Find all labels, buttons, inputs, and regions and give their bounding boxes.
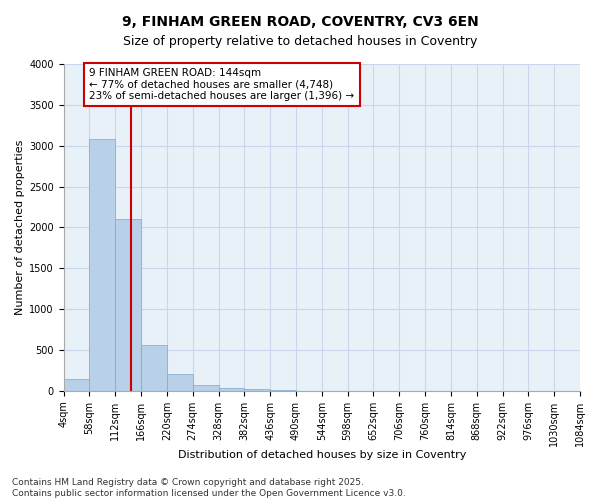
- Bar: [141, 345, 167, 391]
- Bar: [115, 220, 141, 391]
- Text: 9, FINHAM GREEN ROAD, COVENTRY, CV3 6EN: 9, FINHAM GREEN ROAD, COVENTRY, CV3 6EN: [122, 15, 478, 29]
- Bar: [244, 389, 270, 391]
- Y-axis label: Number of detached properties: Number of detached properties: [15, 140, 25, 315]
- Text: 9 FINHAM GREEN ROAD: 144sqm
← 77% of detached houses are smaller (4,748)
23% of : 9 FINHAM GREEN ROAD: 144sqm ← 77% of det…: [89, 68, 355, 102]
- Bar: [167, 374, 193, 391]
- Bar: [193, 385, 218, 391]
- Bar: [218, 388, 244, 391]
- X-axis label: Distribution of detached houses by size in Coventry: Distribution of detached houses by size …: [178, 450, 466, 460]
- Bar: [89, 139, 115, 391]
- Bar: [64, 380, 89, 391]
- Text: Size of property relative to detached houses in Coventry: Size of property relative to detached ho…: [123, 35, 477, 48]
- Bar: [270, 390, 296, 391]
- Text: Contains HM Land Registry data © Crown copyright and database right 2025.
Contai: Contains HM Land Registry data © Crown c…: [12, 478, 406, 498]
